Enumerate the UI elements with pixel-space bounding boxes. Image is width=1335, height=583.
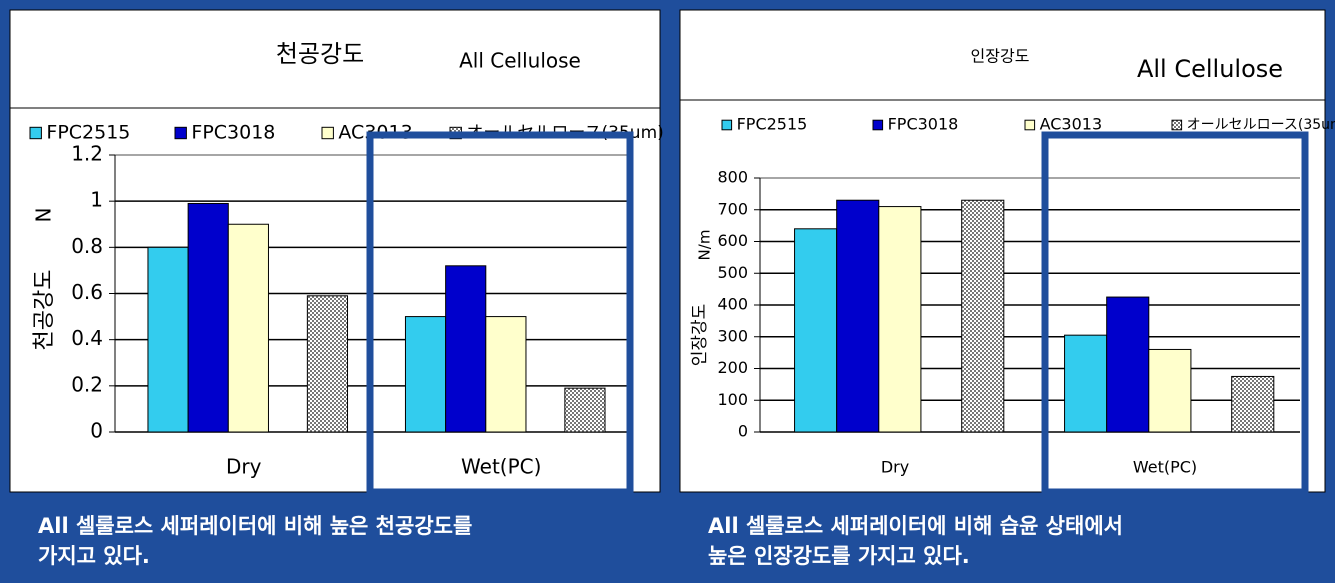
- bar: [227, 223, 269, 433]
- bar: [836, 199, 880, 433]
- bar: [404, 316, 447, 433]
- y-tick-label: 0: [738, 422, 748, 441]
- x-tick-label: Wet(PC): [461, 455, 541, 479]
- bar: [1064, 334, 1108, 433]
- bar: [445, 265, 487, 433]
- legend-label: FPC2515: [737, 115, 808, 134]
- legend-swatch: [174, 126, 187, 140]
- y-tick-label: 400: [717, 295, 748, 314]
- bar: [564, 387, 606, 433]
- legend-label: FPC2515: [46, 122, 130, 144]
- legend-swatch: [1024, 119, 1036, 131]
- y-tick-label: 300: [717, 326, 748, 345]
- legend-label: オールセルロース(35um): [1187, 117, 1335, 133]
- caption: All 셀룰로스 세퍼레이터에 비해 습윤 상태에서: [708, 514, 1123, 538]
- x-tick-label: Dry: [226, 455, 262, 479]
- y-tick-label: 800: [717, 168, 748, 187]
- caption: 높은 인장강도를 가지고 있다.: [708, 544, 970, 568]
- y-tick-label: 600: [717, 231, 748, 250]
- bar: [961, 199, 1005, 433]
- bar: [1148, 348, 1192, 433]
- y-tick-label: 0.2: [71, 372, 103, 396]
- bar: [1106, 296, 1150, 433]
- bar: [485, 316, 527, 433]
- legend-swatch: [1171, 119, 1183, 131]
- legend-swatch: [721, 119, 733, 131]
- bar: [794, 228, 838, 433]
- y-tick-label: 700: [717, 199, 748, 218]
- chart-subtitle: All Cellulose: [459, 49, 581, 73]
- caption: All 셀룰로스 세퍼레이터에 비해 높은 천공강도를: [38, 514, 472, 538]
- bar: [878, 206, 922, 433]
- bar: [1231, 375, 1275, 433]
- chart-subtitle: All Cellulose: [1137, 55, 1283, 83]
- legend-label: AC3013: [1040, 115, 1103, 134]
- y-tick-label: 0.4: [71, 326, 103, 350]
- legend-label: FPC3018: [191, 122, 275, 144]
- x-tick-label: Wet(PC): [1133, 458, 1197, 477]
- y-tick-label: 1: [90, 188, 103, 212]
- y-tick-label: 100: [717, 390, 748, 409]
- chart-title: 인장강도: [971, 47, 1030, 66]
- y-axis-unit: N: [32, 208, 56, 223]
- y-axis-label: 천공강도: [32, 270, 57, 351]
- y-tick-label: 500: [717, 263, 748, 282]
- legend-label: FPC3018: [888, 115, 959, 134]
- caption: 가지고 있다.: [38, 544, 150, 568]
- bar: [306, 295, 349, 433]
- y-tick-label: 0: [90, 419, 103, 443]
- chart-title: 천공강도: [276, 40, 364, 68]
- y-tick-label: 0.8: [71, 234, 103, 258]
- highlight-box: [366, 131, 634, 496]
- y-axis-unit: N/m: [696, 230, 714, 261]
- y-tick-label: 0.6: [71, 280, 103, 304]
- y-tick-label: 1.2: [71, 142, 103, 166]
- legend-swatch: [872, 119, 884, 131]
- highlight-box: [1041, 131, 1309, 496]
- bar: [147, 246, 189, 433]
- x-tick-label: Dry: [881, 458, 909, 477]
- bar: [187, 202, 229, 433]
- legend-swatch: [29, 126, 42, 140]
- y-axis-label: 인장강도: [690, 304, 710, 367]
- y-tick-label: 200: [717, 358, 748, 377]
- legend-swatch: [321, 126, 334, 140]
